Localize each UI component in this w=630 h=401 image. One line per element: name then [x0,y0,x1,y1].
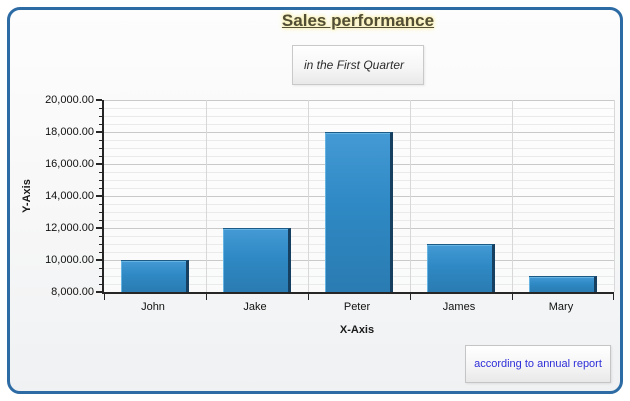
y-axis-tick-label: 16,000.00 [45,158,94,170]
y-axis-minor-tick [99,140,102,141]
y-axis-major-tick [96,195,102,197]
gridline-minor [104,124,614,125]
x-axis-tick-label: James [442,301,476,313]
y-axis-major-tick [96,131,102,133]
y-axis-major-tick [96,291,102,293]
y-axis-major-tick [96,259,102,261]
y-axis-tick-labels: 8,000.00 10,000.00 12,000.00 14,000.00 16,00… [0,94,94,298]
annotation-box[interactable]: according to annual report [465,345,611,383]
x-axis-tick [409,294,411,300]
bar-john [121,260,189,292]
gridline-major [104,100,614,101]
x-axis-tick [307,294,309,300]
gridline-vertical [205,100,207,292]
chart-title: Sales performance [281,11,435,30]
plot-area [96,99,615,300]
bar-jake [223,228,291,292]
x-axis-tick-label: Jake [243,301,267,313]
y-axis-minor-tick [99,124,102,125]
y-axis-minor-tick [99,252,102,253]
y-axis-minor-tick [99,108,102,109]
y-axis-tick-label: 20,000.00 [45,94,94,106]
x-axis-tick [612,294,614,300]
x-axis-title: X-Axis [339,324,375,336]
y-axis-minor-tick [99,220,102,221]
y-axis-tick-label: 14,000.00 [45,190,94,202]
bar-james [427,244,495,292]
y-axis-minor-tick [99,268,102,269]
y-axis-minor-tick [99,244,102,245]
bar-mary [529,276,597,292]
x-axis-tick-labels: John Jake Peter James Mary [102,301,612,315]
y-axis-tick-label: 18,000.00 [45,126,94,138]
y-axis-minor-tick [99,204,102,205]
chart-subtitle: in the First Quarter [304,58,405,72]
y-axis-minor-tick [99,188,102,189]
gridline-vertical [409,100,411,292]
x-axis-tick-label: John [141,301,165,313]
y-axis-minor-tick [99,180,102,181]
x-axis-tick [511,294,513,300]
x-axis-tick-label: Peter [343,301,371,313]
y-axis-major-tick [96,227,102,229]
y-axis-minor-tick [99,148,102,149]
gridline-minor [104,108,614,109]
y-axis-major-tick [96,99,102,101]
y-axis-minor-tick [99,284,102,285]
y-axis-minor-tick [99,236,102,237]
y-axis-minor-tick [99,276,102,277]
y-axis-major-tick [96,163,102,165]
bar-peter [325,132,393,292]
gridline-vertical [511,100,513,292]
x-axis-tick [103,294,105,300]
y-axis-minor-tick [99,212,102,213]
gridline-vertical [613,100,615,292]
y-axis-minor-tick [99,172,102,173]
gridline-minor [104,116,614,117]
y-axis-tick-label: 10,000.00 [45,254,94,266]
chart-subtitle-box: in the First Quarter [292,45,424,85]
y-axis-tick-label: 12,000.00 [45,222,94,234]
y-axis-tick-label: 8,000.00 [51,286,94,298]
x-axis-tick-label: Mary [548,301,574,313]
x-axis-tick [205,294,207,300]
gridline-vertical [307,100,309,292]
annotation-link[interactable]: according to annual report [474,358,602,370]
y-axis-minor-tick [99,116,102,117]
y-axis-minor-tick [99,156,102,157]
